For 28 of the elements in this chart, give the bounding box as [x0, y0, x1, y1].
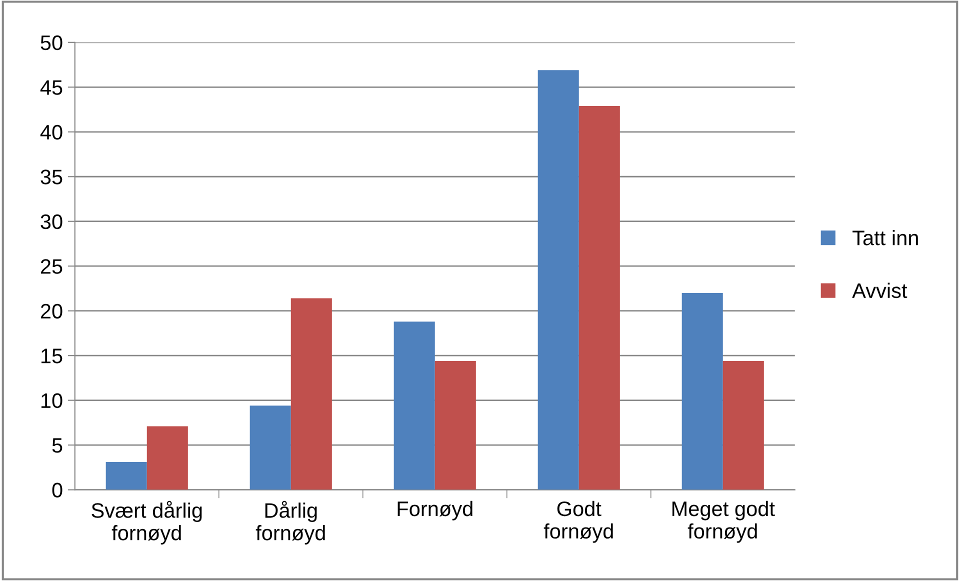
x-tick-label: Svært dårlig fornøyd — [92, 500, 202, 544]
y-tick-label: 10 — [41, 393, 62, 408]
bar — [106, 462, 147, 490]
bar — [578, 106, 620, 490]
bar — [538, 70, 579, 490]
y-tick-label: 40 — [40, 124, 62, 140]
bar — [682, 292, 723, 490]
y-tick-label: 0 — [52, 482, 62, 498]
y-tick-label: 45 — [40, 80, 62, 95]
x-tick-label: Fornøyd — [398, 500, 472, 520]
y-tick-label: 25 — [40, 259, 62, 274]
bar — [434, 360, 476, 490]
y-tick-label: 35 — [40, 170, 62, 184]
x-tick-label: Meget godt fornøyd — [672, 500, 775, 543]
legend-label: Avvist — [852, 282, 908, 298]
bar — [250, 406, 291, 490]
x-tick-label: Godt fornøyd — [544, 500, 613, 543]
bar — [146, 426, 188, 490]
y-tick-label: 5 — [52, 438, 62, 453]
y-tick-label: 15 — [41, 348, 62, 364]
bar — [722, 360, 764, 490]
y-tick-label: 20 — [40, 304, 62, 319]
bar — [290, 298, 332, 490]
y-tick-label: 50 — [40, 35, 62, 50]
y-tick-label: 30 — [40, 214, 62, 230]
x-tick-label: Dårlig fornøyd — [256, 500, 325, 544]
legend-label: Tatt inn — [852, 230, 918, 246]
bar — [394, 322, 435, 490]
